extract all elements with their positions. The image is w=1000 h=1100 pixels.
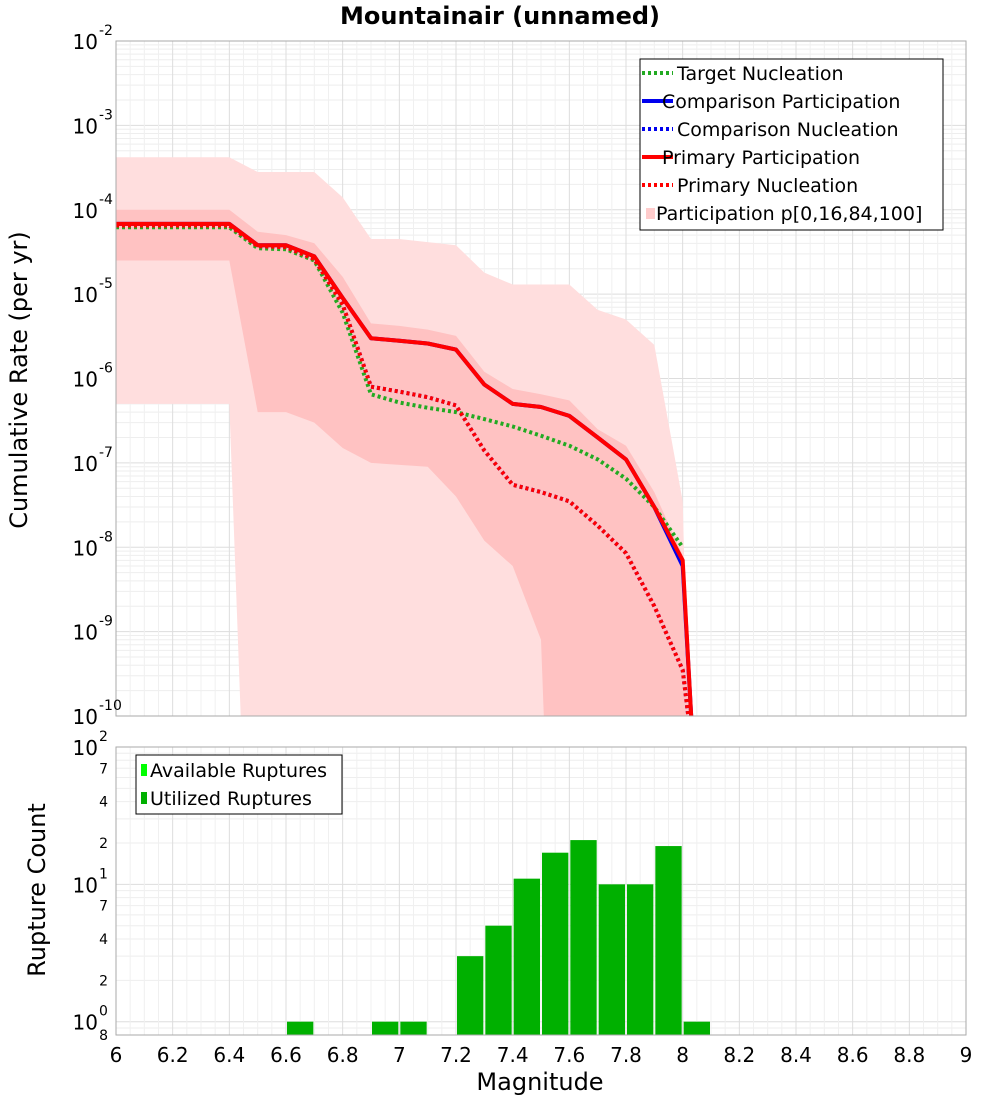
legend-label: Comparison Nucleation <box>677 119 899 141</box>
bottom-y-tick-label: 10 <box>73 1011 98 1035</box>
top-plot-border <box>115 40 967 717</box>
legend-label: Utilized Ruptures <box>150 788 312 810</box>
bottom-y-tick-label: 2 <box>99 836 108 852</box>
bottom-y-tick-label: 2 <box>99 973 108 989</box>
x-tick-label: 9 <box>960 1043 973 1067</box>
bottom-y-tick-label: 4 <box>99 795 108 811</box>
series-primary-nucleation <box>116 223 691 717</box>
bottom-y-tick-label: 4 <box>99 932 108 948</box>
x-tick-label: 7.6 <box>553 1043 585 1067</box>
bottom-y-axis-title: Rupture Count <box>23 803 51 977</box>
bottom-y-tick-label: 8 <box>99 1028 108 1044</box>
x-tick-label: 8.8 <box>893 1043 925 1067</box>
legend-swatch <box>141 792 147 804</box>
bottom-legend: Available Ruptures Utilized Ruptures <box>135 754 343 815</box>
participation-band-inner <box>116 209 692 717</box>
top-y-axis-title: Cumulative Rate (per yr) <box>5 231 33 529</box>
x-tick-label: 8 <box>676 1043 689 1067</box>
x-ticks: 6 6.2 6.4 6.6 6.8 7 7.2 7.4 7.6 7.8 8 8.2 8.4 8.6 8.8 9 <box>110 1043 973 1067</box>
rupture-bar <box>372 1021 399 1035</box>
top-y-tick-exponent: -5 <box>99 276 113 292</box>
rupture-bar <box>570 840 597 1035</box>
bottom-y-tick-label: 10 <box>73 873 98 897</box>
x-tick-label: 8.6 <box>837 1043 869 1067</box>
rupture-bar <box>287 1021 314 1035</box>
bottom-y-tick-exponent: 1 <box>99 866 108 882</box>
x-axis-title: Magnitude <box>476 1068 603 1096</box>
top-y-ticks: 10-210-310-410-510-610-710-810-910-10 <box>73 23 122 729</box>
legend-swatch <box>646 208 655 219</box>
rupture-bar <box>542 852 569 1035</box>
top-y-tick-exponent: -3 <box>99 107 113 123</box>
legend-label: Primary Nucleation <box>677 175 858 197</box>
rupture-bar <box>513 878 540 1035</box>
x-tick-label: 7.2 <box>440 1043 472 1067</box>
x-tick-label: 7 <box>393 1043 406 1067</box>
legend-label: Participation p[0,16,84,100] <box>656 203 922 225</box>
legend-label: Available Ruptures <box>150 760 327 782</box>
top-y-tick-label: 10 <box>73 368 98 392</box>
x-tick-label: 6 <box>110 1043 123 1067</box>
bottom-plot-border <box>115 746 967 1036</box>
legend-swatch <box>141 764 147 776</box>
rupture-bar <box>485 925 512 1035</box>
top-y-tick-label: 10 <box>73 283 98 307</box>
rupture-bar <box>683 1021 710 1035</box>
top-y-tick-exponent: -9 <box>99 614 113 630</box>
rupture-bars <box>287 840 710 1035</box>
bottom-y-tick-label: 7 <box>99 899 108 915</box>
top-legend: Target Nucleation Comparison Participatio… <box>639 58 944 231</box>
top-y-tick-exponent: -10 <box>99 698 122 714</box>
rate-plot: 10-210-310-410-510-610-710-810-910 -10Tar… <box>73 23 967 729</box>
top-y-tick-exponent: -8 <box>99 529 113 545</box>
rupture-bar <box>598 884 625 1035</box>
x-tick-label: 6.2 <box>157 1043 189 1067</box>
top-y-tick-label: 10 <box>73 621 98 645</box>
top-y-tick-label: 10 <box>73 705 98 729</box>
top-y-tick-exponent: -6 <box>99 361 113 377</box>
rupture-bar <box>655 846 682 1035</box>
bottom-y-tick-exponent: 2 <box>99 729 108 745</box>
top-y-tick-label: 10 <box>73 536 98 560</box>
bottom-y-tick-exponent: 0 <box>99 1004 108 1020</box>
bottom-legend-box <box>135 754 343 815</box>
legend-label: Target Nucleation <box>676 63 844 85</box>
series-target-nucleation <box>116 225 685 549</box>
top-y-tick-label: 10 <box>73 30 98 54</box>
x-tick-label: 7.4 <box>497 1043 529 1067</box>
x-tick-label: 7.8 <box>610 1043 642 1067</box>
x-tick-label: 6.8 <box>327 1043 359 1067</box>
rupture-bar <box>457 956 484 1035</box>
top-legend-box <box>639 58 944 231</box>
x-tick-label: 8.4 <box>780 1043 812 1067</box>
top-y-tick-exponent: -4 <box>99 192 113 208</box>
x-tick-label: 8.2 <box>723 1043 755 1067</box>
legend-label: Primary Participation <box>662 147 860 169</box>
bottom-y-tick-label: 10 <box>73 736 98 760</box>
legend-label: Comparison Participation <box>662 91 900 113</box>
top-y-tick-label: 10 <box>73 199 98 223</box>
top-y-tick-exponent: -7 <box>99 445 113 461</box>
x-tick-label: 6.4 <box>213 1043 245 1067</box>
top-y-tick-exponent: -2 <box>99 23 113 39</box>
bottom-y-tick-label: 7 <box>99 761 108 777</box>
rupture-bar <box>400 1021 427 1035</box>
rupture-bar <box>627 884 654 1035</box>
chart-title: Mountainair (unnamed) <box>340 2 660 30</box>
x-tick-label: 6.6 <box>270 1043 302 1067</box>
top-y-tick-label: 10 <box>73 114 98 138</box>
top-y-tick-label: 10 <box>73 452 98 476</box>
